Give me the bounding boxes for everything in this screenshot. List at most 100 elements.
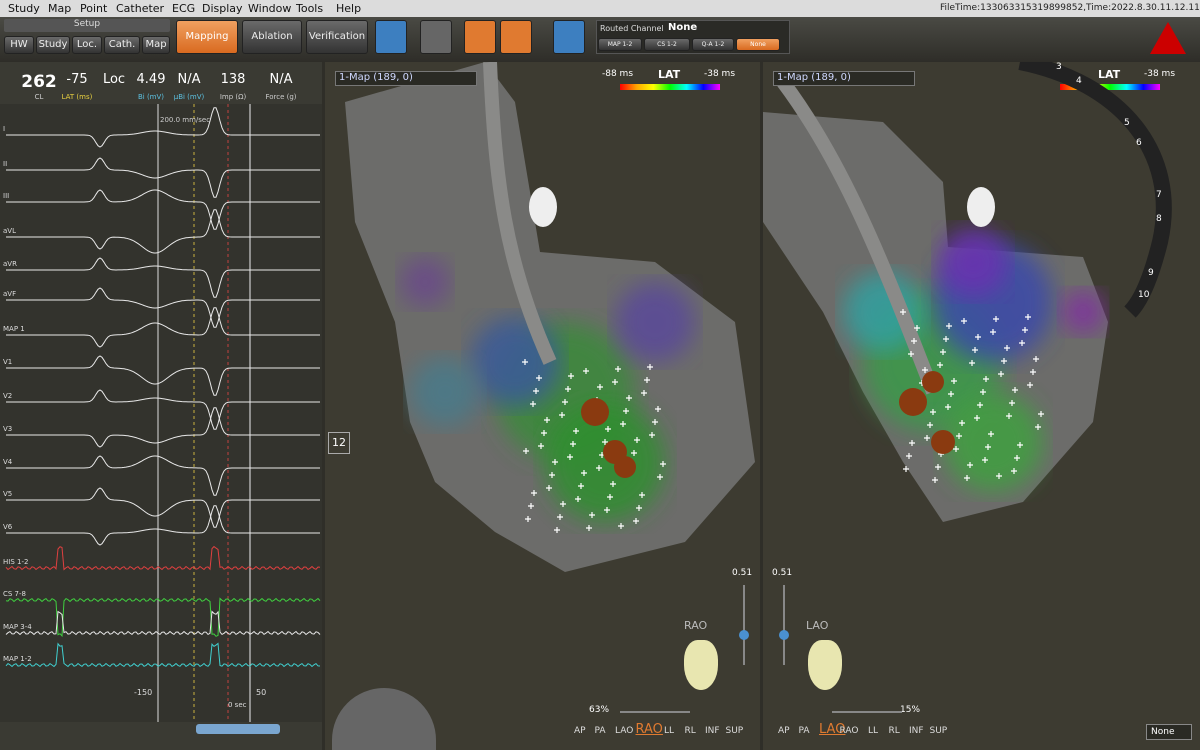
map-point [996,473,1002,479]
map-point [568,373,574,379]
view-button[interactable]: INF [705,726,720,736]
setup-label: Setup [4,19,170,32]
ecg-trace [5,610,321,636]
activation-patch [938,227,1008,297]
map-point [655,406,661,412]
view-button[interactable]: RAO [635,722,663,737]
setup-button[interactable]: Cath. [104,36,140,54]
icon-button[interactable] [553,20,585,54]
map-point [522,359,528,365]
ecg-traces [5,104,321,722]
view-button[interactable]: AP [574,726,586,736]
setup-button[interactable]: Loc. [72,36,102,54]
scrollbar[interactable] [196,724,280,734]
map-point [1033,356,1039,362]
map-title[interactable]: 1-Map (189, 0) [773,71,915,86]
view-button[interactable]: INF [909,726,924,736]
opacity-slider [743,585,745,665]
map-point [1011,468,1017,474]
menu-item[interactable]: Map [48,2,72,15]
map-point [1014,455,1020,461]
opacity-knob[interactable] [739,630,749,640]
routed-label: Routed Channel [600,24,664,33]
view-button[interactable]: LAO [615,726,634,736]
map-point [631,450,637,456]
ecg-trace [6,407,320,448]
menu-item[interactable]: Help [336,2,362,15]
footer-select[interactable]: None [1146,724,1192,740]
electrode-label: 3 [1056,62,1062,72]
view-button[interactable]: PA [594,726,606,736]
map-title[interactable]: 1-Map (189, 0) [335,71,477,86]
map-point [525,516,531,522]
ablation-tag [922,371,944,393]
map-point [969,360,975,366]
map-point [523,448,529,454]
map-point [1035,424,1041,430]
mode-button[interactable]: Verification [306,20,368,54]
electrode-label: 9 [1148,268,1154,278]
map-point [975,334,981,340]
ecg-marker: 50 [256,688,267,697]
icon-button[interactable] [375,20,407,54]
channel-button[interactable]: None [736,38,780,51]
icon-button[interactable] [464,20,496,54]
ecg-trace [6,455,320,496]
mode-button[interactable]: Ablation [242,20,302,54]
menu-item[interactable]: Catheter [116,2,165,15]
ecg-trace [6,287,320,328]
activation-patch [545,402,665,522]
menu-item[interactable]: Tools [296,2,324,15]
view-button[interactable]: RL [888,726,900,736]
map-point [583,368,589,374]
map-point [900,309,906,315]
status-text: FileTime:133063315319899852,Time:2022.8.… [940,3,1200,13]
catheter [483,62,557,365]
ecg-trace [6,355,320,396]
heart-icon [808,640,842,690]
menu-item[interactable]: Window [248,2,292,15]
map-point [544,417,550,423]
opacity-slider [783,585,785,665]
map-point [546,485,552,491]
icon-button[interactable] [420,20,452,54]
side-count[interactable]: 12 [328,432,350,454]
setup-button[interactable]: Map [142,36,170,54]
menu-item[interactable]: ECG [172,2,196,15]
electrode-label: 5 [1124,118,1130,128]
map-point [607,494,613,500]
map-point [903,466,909,472]
map-point [961,318,967,324]
menu-item[interactable]: Point [80,2,108,15]
menu-item[interactable]: Study [8,2,40,15]
view-button[interactable]: LL [868,726,879,736]
ecg-label: II [3,160,8,168]
ecg-trace [6,209,320,254]
mode-button[interactable]: Mapping [176,20,238,54]
view-button[interactable]: RAO [839,726,859,736]
anatomy [763,77,1108,522]
map-point [559,412,565,418]
icon-button[interactable] [500,20,532,54]
setup-button[interactable]: Study [36,36,70,54]
map-point [1022,327,1028,333]
view-button[interactable]: LL [664,726,675,736]
menu-item[interactable]: Display [202,2,243,15]
channel-button[interactable]: CS 1-2 [644,38,690,51]
view-button[interactable]: SUP [725,726,744,736]
view-button[interactable]: RL [684,726,696,736]
map-point [932,477,938,483]
activation-patch [1061,290,1105,334]
setup-button[interactable]: HW [4,36,34,54]
channel-button[interactable]: Q-A 1-2 [692,38,734,51]
channel-button[interactable]: MAP 1-2 [598,38,642,51]
map-point [948,391,954,397]
view-button[interactable]: SUP [929,726,948,736]
metric-value: 262 [21,72,57,92]
view-button[interactable]: AP [778,726,790,736]
view-button[interactable]: PA [798,726,810,736]
view-button[interactable]: LAO [819,722,846,737]
ecg-trace [6,189,320,230]
map-point [972,347,978,353]
opacity-knob[interactable] [779,630,789,640]
